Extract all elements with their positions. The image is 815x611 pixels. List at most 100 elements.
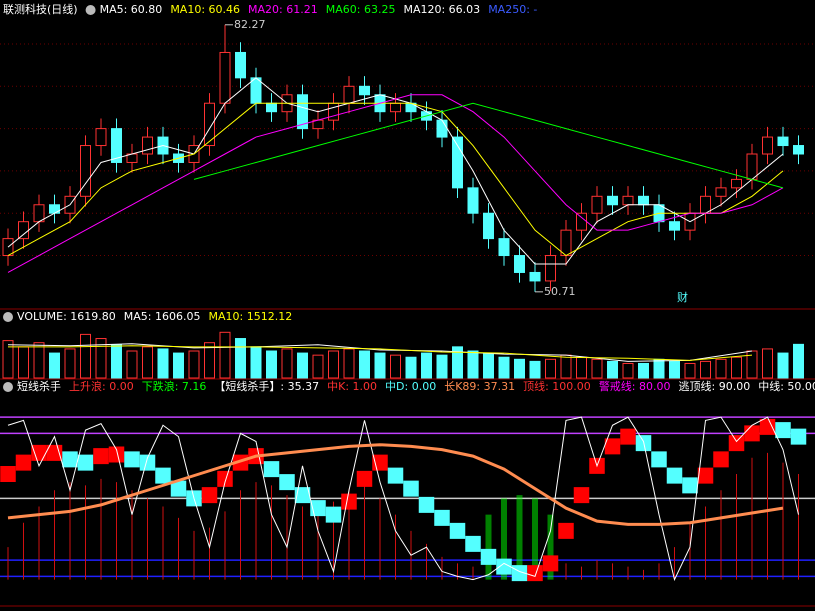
volume-bar: [591, 358, 603, 379]
legend-entry: 中K: 1.00: [327, 380, 377, 393]
candle-body: [111, 128, 122, 163]
wave-block: [713, 451, 729, 468]
volume-bar: [777, 352, 789, 379]
candle-body: [204, 102, 215, 147]
volume-bar: [219, 331, 231, 379]
volume-bar: [343, 348, 355, 379]
legend-entry: 长K89: 37.31: [444, 380, 515, 393]
candle-body: [529, 271, 541, 282]
volume-bar: [18, 346, 29, 379]
wave-block: [15, 454, 32, 471]
wave-block: [403, 480, 419, 497]
wave-block: [480, 548, 497, 565]
volume-bar: [405, 356, 417, 379]
wave-block: [341, 493, 357, 510]
volume-bar: [529, 360, 541, 379]
wave-block: [325, 506, 342, 523]
volume-ma-line: [8, 345, 753, 361]
wave-block: [108, 446, 125, 463]
candle-body: [266, 102, 277, 113]
volume-bar: [173, 352, 184, 379]
wave-block: [759, 418, 776, 435]
volume-bar: [64, 348, 76, 379]
candle-body: [498, 238, 510, 257]
candle-body: [18, 221, 29, 240]
white-line: [7, 416, 799, 582]
candle-body: [359, 85, 370, 96]
candle-body: [607, 195, 618, 206]
volume-bar: [638, 362, 649, 379]
legend-entry: 顶线: 100.00: [523, 379, 591, 393]
legend-entry: VOLUME: 1619.80: [17, 310, 116, 323]
event-marker: 财: [677, 290, 688, 304]
legend-entry: MA120: 66.03: [403, 3, 480, 16]
candle-body: [95, 128, 107, 147]
dropdown-icon: [3, 312, 13, 322]
wave-block: [728, 435, 745, 452]
candle-body: [142, 136, 153, 155]
candle-body: [328, 102, 339, 121]
ma-line: [193, 102, 784, 189]
candle-body: [80, 145, 91, 197]
candle-body: [514, 255, 525, 273]
wave-block: [620, 428, 636, 445]
wave-block: [418, 496, 435, 513]
candle-body: [731, 178, 742, 189]
candle-body: [560, 229, 572, 257]
ma-line: [7, 102, 784, 257]
candle-body: [2, 238, 14, 257]
wave-block: [790, 428, 807, 445]
wave-block: [682, 477, 698, 494]
wave-block: [201, 487, 218, 504]
candle-body: [219, 51, 231, 104]
candle-body: [669, 221, 680, 231]
wave-block: [666, 467, 683, 484]
volume-bar: [235, 338, 246, 379]
candle-body: [235, 51, 246, 79]
wave-block: [542, 555, 559, 572]
legend-entry: MA10: 1512.12: [208, 310, 292, 323]
wave-block: [449, 522, 466, 539]
legend-entry: MA20: 61.21: [248, 3, 318, 16]
volume-bar: [622, 362, 634, 379]
candle-body: [762, 136, 773, 155]
candle-body: [746, 153, 758, 180]
candle-body: [576, 212, 587, 231]
volume-bar: [312, 354, 324, 379]
volume-bar: [483, 352, 494, 379]
volume-bar: [436, 354, 448, 379]
wave-block: [775, 422, 791, 439]
wave-block: [139, 454, 156, 471]
low-label: 50.71: [544, 285, 576, 298]
wave-block: [217, 470, 233, 487]
volume-bar: [762, 348, 773, 379]
volume-bar: [49, 352, 60, 379]
volume-bar: [80, 333, 91, 379]
volume-bar: [250, 346, 262, 379]
volume-bar: [281, 348, 293, 379]
volume-bar: [684, 362, 696, 379]
legend-entry: 联测科技(日线): [3, 2, 78, 16]
legend-entry: 短线杀手: [17, 379, 61, 393]
wave-block: [170, 480, 187, 497]
wave-block: [62, 451, 78, 468]
legend-entry: 中线: 50.00: [758, 379, 815, 393]
volume-bar: [452, 346, 463, 379]
volume-bar: [266, 350, 277, 379]
candle-body: [49, 204, 60, 214]
wave-block: [0, 466, 16, 482]
legend-entry: MA250: -: [488, 3, 537, 16]
volume-bar: [731, 356, 742, 379]
candle-body: [545, 255, 556, 282]
legend-entry: 警戒线: 80.00: [599, 379, 671, 393]
volume-bar: [421, 352, 432, 379]
wave-block: [279, 474, 295, 491]
legend-entry: 下跌浪: 7.16: [142, 379, 207, 393]
legend-entry: 逃顶线: 90.00: [679, 379, 751, 393]
dropdown-icon: [85, 5, 96, 15]
candle-body: [591, 195, 603, 214]
volume-bar: [95, 338, 107, 379]
wave-block: [434, 509, 450, 526]
volume-bar: [126, 350, 138, 379]
